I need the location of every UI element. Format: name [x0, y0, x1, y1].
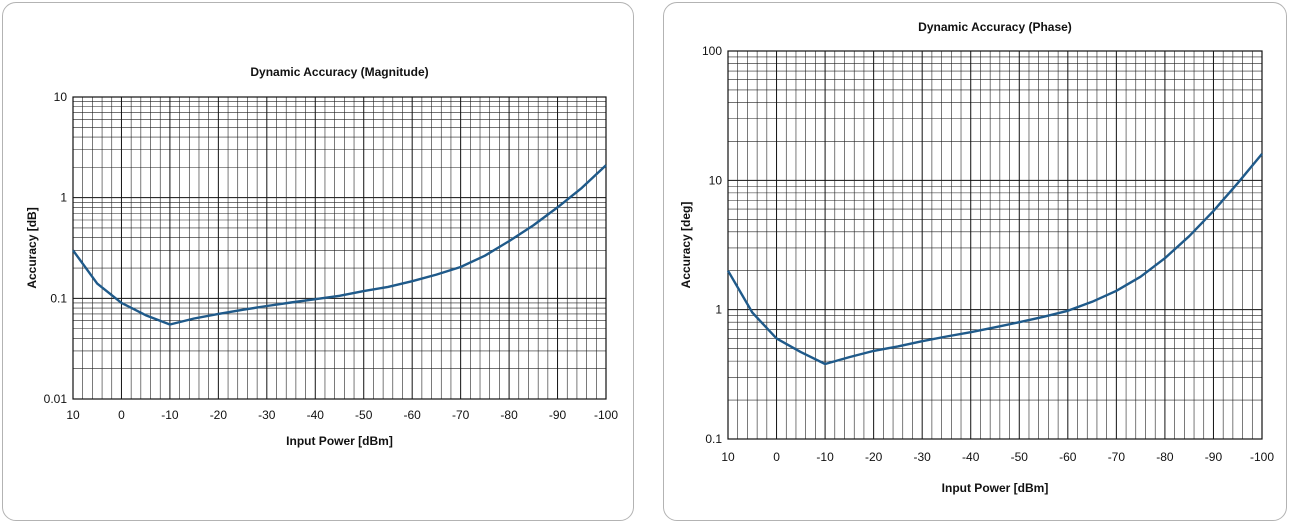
plot-frame: [727, 50, 1263, 440]
magnitude-chart: 10 0 -10 -20 -30 -40 -50 -60 -70 -80 -90 -100 10 1 0.1…: [25, 65, 618, 448]
x-tick-label: -50: [355, 408, 373, 422]
x-tick-label: 0: [118, 408, 125, 422]
x-axis-label: Input Power [dBm]: [286, 434, 393, 448]
y-tick-label: 100: [702, 44, 722, 58]
x-tick-label: -60: [404, 408, 422, 422]
x-tick-label: -30: [258, 408, 276, 422]
x-tick-label: -20: [210, 408, 228, 422]
x-tick-label: -50: [1011, 450, 1029, 464]
x-tick-label: 10: [66, 408, 80, 422]
magnitude-chart-panel: 10 0 -10 -20 -30 -40 -50 -60 -70 -80 -90 -100 10 1 0.1…: [2, 2, 634, 521]
y-axis-label: Accuracy [deg]: [679, 202, 693, 289]
y-tick-label: 10: [54, 90, 68, 104]
x-tick-label: -70: [452, 408, 470, 422]
x-tick-label: -30: [914, 450, 932, 464]
x-tick-label: -80: [500, 408, 518, 422]
x-tick-label: -90: [1205, 450, 1223, 464]
chart-title: Dynamic Accuracy (Magnitude): [250, 65, 428, 79]
x-tick-label: -40: [962, 450, 980, 464]
x-tick-label: -80: [1156, 450, 1174, 464]
phase-chart: 10 0 -10 -20 -30 -40 -50 -60 -70 -80 -90 -100100101…: [679, 20, 1274, 495]
x-tick-label: -90: [549, 408, 567, 422]
x-tick-label: -70: [1108, 450, 1126, 464]
chart-title: Dynamic Accuracy (Phase): [918, 20, 1072, 34]
x-tick-label: -60: [1059, 450, 1077, 464]
x-tick-label: -20: [865, 450, 883, 464]
y-tick-label: 0.01: [44, 392, 68, 406]
accuracy-series-line: [72, 164, 607, 326]
y-axis-label: Accuracy [dB]: [25, 207, 39, 288]
phase-chart-panel: 10 0 -10 -20 -30 -40 -50 -60 -70 -80 -90 -100 100 10 1…: [663, 2, 1287, 521]
x-tick-label: 10: [721, 450, 735, 464]
y-tick-label: 10: [709, 173, 723, 187]
x-tick-label: -100: [1250, 450, 1274, 464]
x-tick-label: -10: [816, 450, 834, 464]
y-tick-label: 1: [60, 191, 67, 205]
x-tick-label: 0: [773, 450, 780, 464]
y-tick-label: 0.1: [705, 432, 722, 446]
x-axis-label: Input Power [dBm]: [942, 481, 1049, 495]
x-tick-label: -40: [307, 408, 325, 422]
x-tick-label: -100: [594, 408, 618, 422]
plot-frame: [72, 96, 607, 400]
x-tick-label: -10: [161, 408, 179, 422]
y-tick-label: 0.1: [50, 291, 67, 305]
accuracy-series-line: [726, 153, 1263, 366]
y-tick-label: 1: [715, 303, 722, 317]
